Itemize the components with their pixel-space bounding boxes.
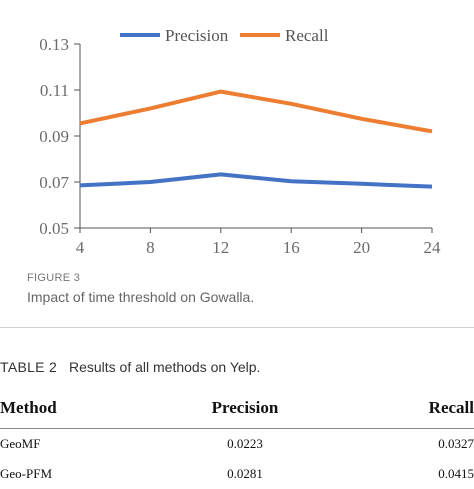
- cell-recall: 0.0327: [438, 436, 474, 451]
- section-divider: [0, 327, 474, 328]
- header-method: Method: [0, 398, 57, 417]
- header-precision: Precision: [211, 398, 279, 417]
- cell-recall: 0.0415: [438, 466, 474, 481]
- y-tick-label: 0.07: [39, 173, 69, 192]
- legend: Precision Recall: [120, 26, 329, 45]
- legend-label-precision: Precision: [165, 26, 229, 45]
- x-tick-label: 8: [146, 238, 155, 257]
- y-tick-label: 0.13: [39, 35, 69, 54]
- table-header-row: Method Precision Recall: [0, 388, 474, 429]
- x-tick-label: 12: [212, 238, 229, 257]
- figure-caption: Impact of time threshold on Gowalla.: [27, 289, 255, 305]
- cell-precision: 0.0223: [227, 436, 263, 451]
- table-caption: Results of all methods on Yelp.: [68, 359, 261, 375]
- cell-method: Geo-PFM: [0, 466, 53, 481]
- x-tick-label: 16: [283, 238, 300, 257]
- series-line-recall: [79, 89, 433, 134]
- x-tick-label: 24: [424, 238, 442, 257]
- header-recall: Recall: [428, 398, 474, 417]
- figure-label: FIGURE 3: [27, 272, 81, 284]
- cell-precision: 0.0281: [227, 466, 263, 481]
- series-line-precision: [79, 172, 433, 189]
- y-tick-label: 0.05: [39, 219, 69, 238]
- y-tick-label: 0.11: [40, 81, 69, 100]
- cell-method: GeoMF: [0, 436, 41, 451]
- table-title: TABLE 2 Results of all methods on Yelp.: [0, 359, 260, 375]
- results-table: Method Precision Recall GeoMF 0.0223 0.0…: [0, 388, 474, 489]
- table-row: Geo-PFM 0.0281 0.0415: [0, 459, 474, 489]
- line-chart: 0.05 0.07 0.09 0.11 0.13 4 8 12 16 20 24 Precisio…: [39, 26, 442, 257]
- x-tick-label: 20: [353, 238, 370, 257]
- x-tick-label: 4: [76, 238, 85, 257]
- table-label: TABLE 2: [0, 359, 58, 375]
- y-tick-label: 0.09: [39, 127, 69, 146]
- legend-label-recall: Recall: [285, 26, 329, 45]
- table-row: GeoMF 0.0223 0.0327: [0, 429, 474, 460]
